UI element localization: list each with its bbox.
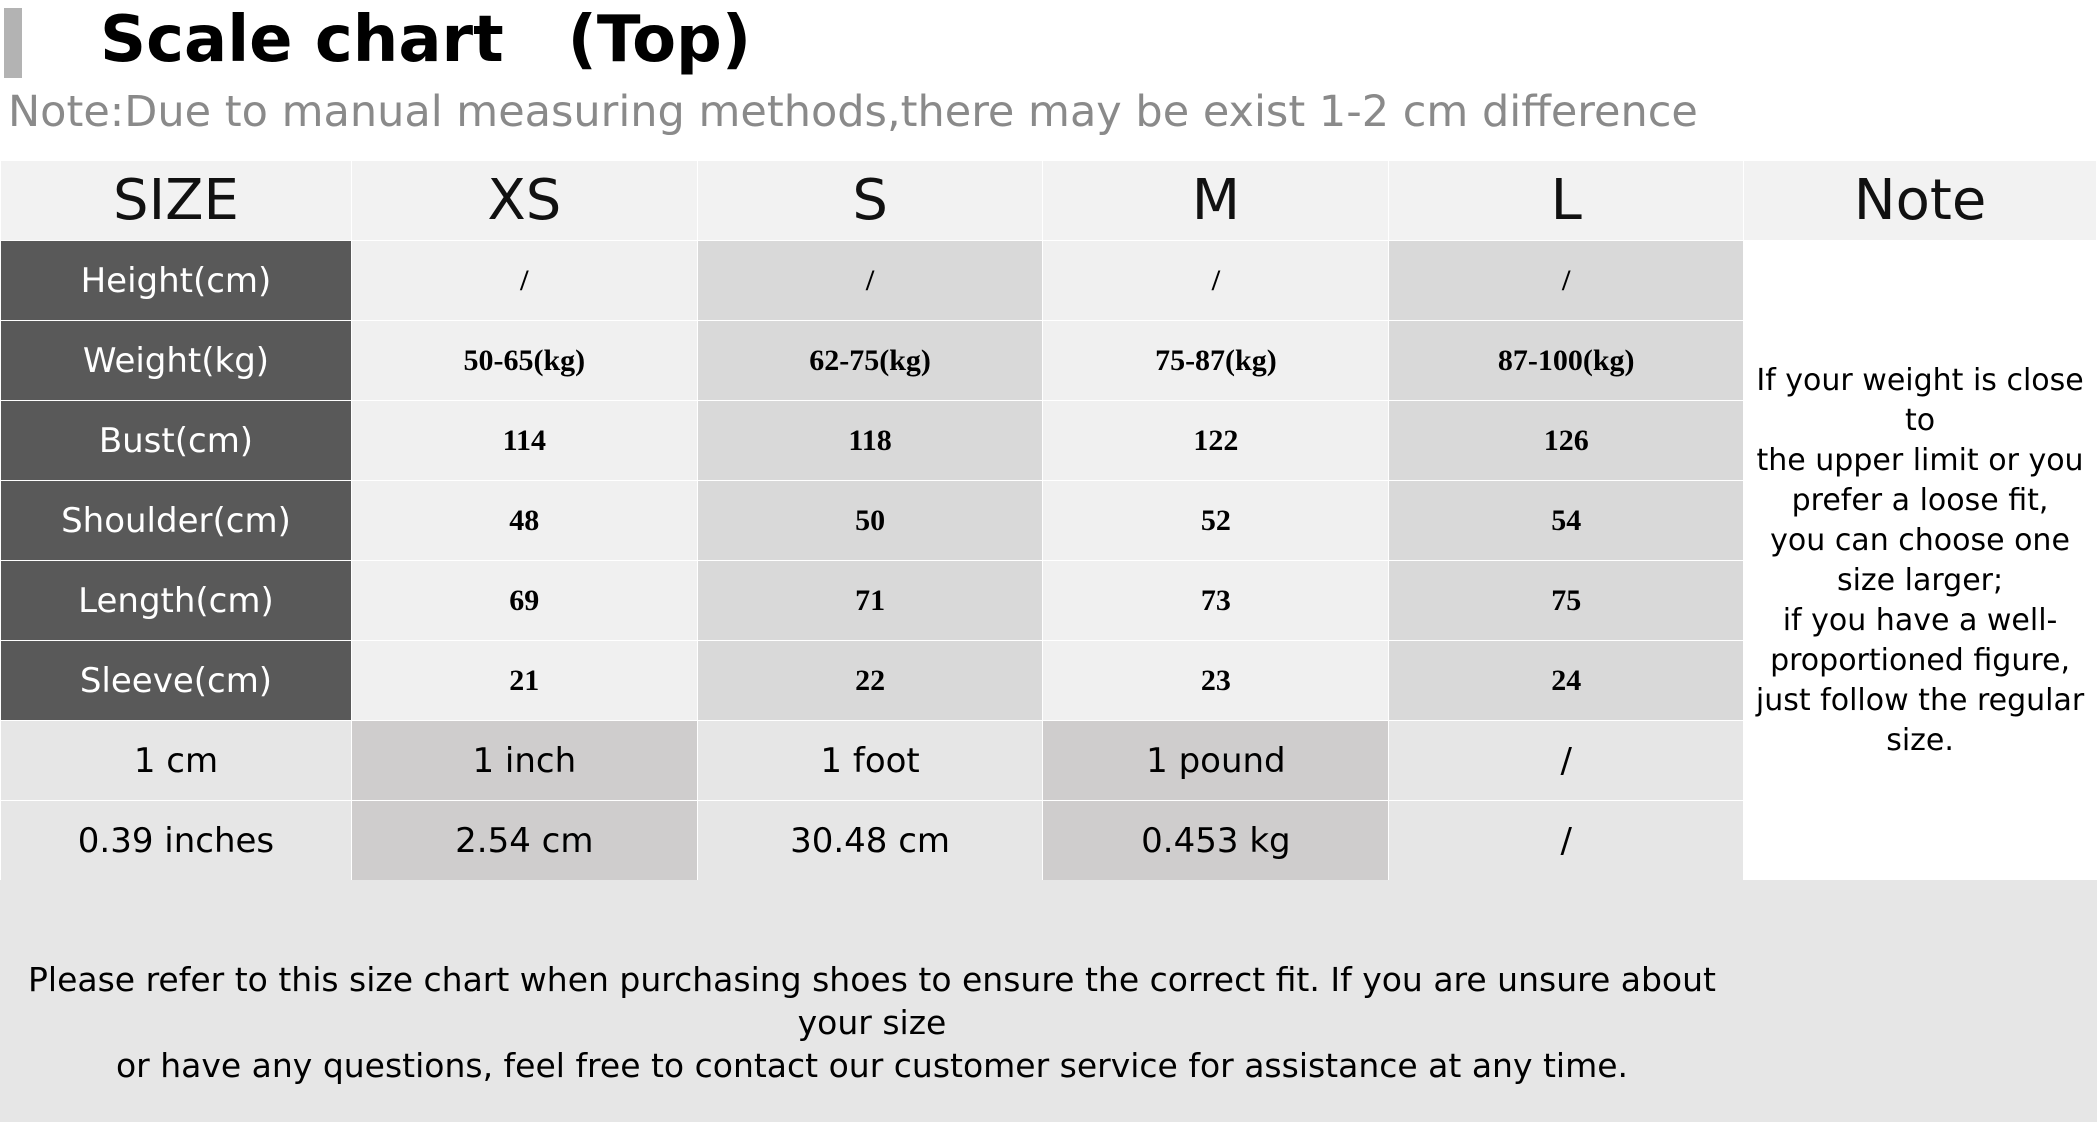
cell-value: 69 — [350, 560, 698, 641]
footer-panel: Please refer to this size chart when pur… — [0, 880, 2097, 1122]
footer-text: Please refer to this size chart when pur… — [0, 958, 1744, 1087]
row-label: Height(cm) — [0, 240, 352, 321]
table-row: Height(cm) / / / / If your weight is clo… — [0, 240, 2097, 881]
cell-value: / — [1388, 240, 1745, 321]
page-title: Scale chart (Top) — [100, 3, 752, 77]
cell-value: 75-87(kg) — [1042, 320, 1390, 401]
header-s: S — [696, 160, 1044, 241]
table-row: Sleeve(cm) 21 22 23 24 — [0, 640, 2097, 721]
conversion-cell: 1 cm — [0, 720, 352, 801]
cell-value: / — [350, 240, 698, 321]
fit-note-line: proportioned figure, — [1770, 642, 2071, 678]
row-label: Length(cm) — [0, 560, 352, 641]
cell-value: / — [1042, 240, 1390, 321]
conversion-cell: 2.54 cm — [350, 800, 698, 881]
cell-value: 87-100(kg) — [1388, 320, 1745, 401]
table-row: Length(cm) 69 71 73 75 — [0, 560, 2097, 641]
cell-value: 22 — [696, 640, 1044, 721]
cell-value: 126 — [1388, 400, 1745, 481]
header-xs: XS — [350, 160, 698, 241]
conversion-cell: 1 inch — [350, 720, 698, 801]
cell-value: 50 — [696, 480, 1044, 561]
cell-value: 52 — [1042, 480, 1390, 561]
row-label: Shoulder(cm) — [0, 480, 352, 561]
conversion-cell: 1 foot — [696, 720, 1044, 801]
fit-note-line: size. — [1886, 722, 1954, 758]
cell-value: 73 — [1042, 560, 1390, 641]
conversion-cell: 1 pound — [1042, 720, 1390, 801]
header-size: SIZE — [0, 160, 352, 241]
cell-value: / — [696, 240, 1044, 321]
conversion-cell: 0.453 kg — [1042, 800, 1390, 881]
header-l: L — [1388, 160, 1745, 241]
table-header-row: SIZE XS S M L Note — [0, 160, 2097, 241]
cell-value: 50-65(kg) — [350, 320, 698, 401]
fit-note-line: size larger; — [1836, 562, 2004, 598]
fit-note-line: just follow the regular — [1755, 682, 2085, 718]
measurement-note: Note:Due to manual measuring methods,the… — [8, 87, 1698, 137]
footer-line: Please refer to this size chart when pur… — [28, 960, 1716, 1042]
fit-note-line: if you have a well- — [1782, 602, 2058, 638]
conversion-cell: 0.39 inches — [0, 800, 352, 881]
row-label: Weight(kg) — [0, 320, 352, 401]
cell-value: 54 — [1388, 480, 1745, 561]
conversion-cell: 30.48 cm — [696, 800, 1044, 881]
footer-line: or have any questions, feel free to cont… — [115, 1046, 1629, 1085]
cell-value: 48 — [350, 480, 698, 561]
cell-value: 23 — [1042, 640, 1390, 721]
cell-value: 122 — [1042, 400, 1390, 481]
conversion-cell: / — [1388, 720, 1745, 801]
title-bar: Scale chart (Top) — [0, 0, 1180, 80]
title-accent-bar — [4, 8, 22, 78]
cell-value: 62-75(kg) — [696, 320, 1044, 401]
table-row: Bust(cm) 114 118 122 126 — [0, 400, 2097, 481]
fit-note-line: prefer a loose fit, — [1791, 482, 2049, 518]
cell-value: 24 — [1388, 640, 1745, 721]
fit-note-line: the upper limit or you — [1756, 442, 2084, 478]
cell-value: 114 — [350, 400, 698, 481]
fit-note: If your weight is close to the upper lim… — [1743, 240, 2097, 881]
conversion-row: 0.39 inches 2.54 cm 30.48 cm 0.453 kg / — [0, 800, 2097, 881]
cell-value: 118 — [696, 400, 1044, 481]
size-table: SIZE XS S M L Note Height(cm) / / / / If… — [0, 160, 2097, 881]
conversion-row: 1 cm 1 inch 1 foot 1 pound / — [0, 720, 2097, 801]
conversion-cell: / — [1388, 800, 1745, 881]
cell-value: 21 — [350, 640, 698, 721]
header-note: Note — [1743, 160, 2097, 241]
row-label: Bust(cm) — [0, 400, 352, 481]
row-label: Sleeve(cm) — [0, 640, 352, 721]
header-m: M — [1042, 160, 1390, 241]
fit-note-line: If your weight is close to — [1756, 362, 2084, 438]
cell-value: 71 — [696, 560, 1044, 641]
cell-value: 75 — [1388, 560, 1745, 641]
table-row: Weight(kg) 50-65(kg) 62-75(kg) 75-87(kg)… — [0, 320, 2097, 401]
fit-note-line: you can choose one — [1770, 522, 2070, 558]
